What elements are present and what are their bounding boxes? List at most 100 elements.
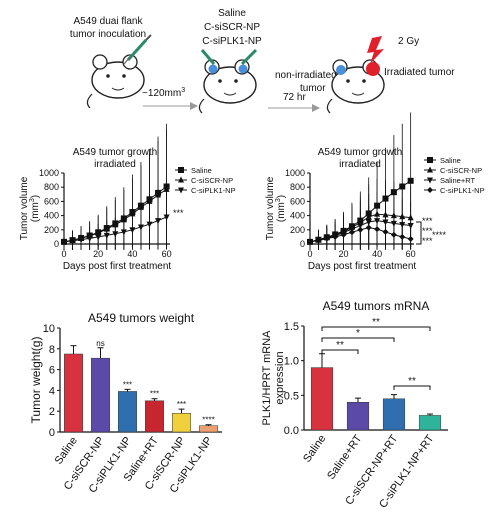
syringe-2-icon (200, 48, 258, 66)
legend-marker (427, 187, 433, 193)
significance-label: ** (408, 376, 416, 387)
significance-label: *** (150, 390, 159, 399)
x-tick-label: 40 (127, 249, 137, 259)
bar (91, 357, 110, 433)
data-point (357, 226, 364, 233)
x-tick-label: 0 (61, 249, 66, 259)
legend-label: Saline (440, 156, 461, 165)
significance-label: *** (177, 400, 186, 409)
data-point (163, 214, 170, 221)
data-point (120, 229, 127, 236)
y-tick-label: 0 (300, 239, 305, 249)
non-irradiated-label-2: tumor (300, 83, 326, 94)
category-label: Saline+RT (325, 433, 365, 482)
non-irradiated-tumor (336, 65, 346, 75)
treatment-label-saline: Saline (218, 8, 246, 19)
legend-label: C-siPLK1-NP (191, 186, 236, 195)
y-tick-label: 800 (44, 182, 59, 192)
data-point (78, 237, 85, 244)
schematic-panel: A549 duai flank tumor inoculation ~120mm… (70, 8, 455, 114)
inoculation-label-2: tumor inoculation (70, 29, 146, 40)
y-tick-label: 1.0 (284, 356, 299, 368)
data-point (146, 221, 153, 228)
arrow-2-head (312, 104, 320, 112)
bar (310, 367, 334, 431)
y-tick-label: 6 (49, 365, 55, 377)
irradiated-label: Irradiated tumor (384, 67, 455, 78)
chart-title: A549 tumors mRNA (323, 299, 430, 313)
significance-label: *** (422, 216, 433, 226)
legend-marker (427, 177, 433, 184)
data-point (407, 223, 414, 230)
bar (382, 398, 406, 431)
significance-label: **** (202, 416, 214, 425)
bar (64, 353, 83, 433)
data-point (390, 231, 397, 238)
significance-label: ** (372, 317, 380, 328)
mouse-3-icon (326, 59, 385, 114)
x-tick-label: 20 (339, 249, 349, 259)
data-point (112, 231, 119, 238)
legend-marker (178, 167, 184, 173)
data-point (407, 236, 414, 243)
x-tick-label: 60 (406, 249, 416, 259)
x-axis-label: Days post first treatment (63, 261, 172, 272)
data-point (137, 224, 144, 231)
significance-bracket (321, 337, 395, 342)
y-tick-label: 8 (49, 344, 55, 356)
data-point (155, 218, 162, 225)
x-tick-label: 60 (162, 249, 172, 259)
y-tick-label: 800 (290, 182, 305, 192)
y-axis-unit-text: (mm (30, 202, 41, 222)
data-point (407, 177, 414, 184)
lightning-icon (367, 36, 384, 64)
y-tick-label: 2 (49, 406, 55, 418)
y-axis-label: Tumor volume (265, 176, 276, 240)
legend-label: Saline (191, 166, 212, 175)
data-point (323, 235, 330, 242)
y-tick-label: 1000 (285, 168, 305, 178)
treatment-label-scr: C-siSCR-NP (204, 22, 260, 33)
data-point (382, 228, 389, 235)
time-label: 72 hr (283, 92, 306, 103)
legend-label: C-siPLK1-NP (440, 186, 485, 195)
bar (118, 391, 137, 433)
significance-bracket (321, 349, 359, 354)
significance-label: *** (173, 208, 184, 218)
bar-chart-mrna: A549 tumors mRNA 0.0 0.5 1.0 1.5 PLK1/HPRT mR… (261, 299, 448, 510)
data-point (95, 234, 102, 241)
y-axis-label: expression (274, 351, 286, 404)
legend-label: Saline+RT (440, 176, 476, 185)
y-axis-unit-text: (mm (276, 202, 287, 222)
chart-title: A549 tumor growth (73, 147, 158, 158)
y-axis-unit-close: ) (30, 195, 41, 198)
y-tick-label: 400 (44, 211, 59, 221)
data-point (69, 238, 76, 245)
data-point (374, 226, 381, 233)
y-tick-label: 1.5 (284, 321, 299, 333)
y-tick-label: 0.0 (284, 425, 299, 437)
chart-title: A549 tumor growth (318, 147, 403, 158)
y-tick-label: 1000 (39, 168, 59, 178)
significance-bracket (416, 221, 422, 245)
irradiated-tumor (366, 62, 380, 76)
data-point (61, 239, 67, 246)
legend-label: C-siSCR-NP (440, 166, 482, 175)
significance-label: ns (96, 339, 104, 348)
data-point (340, 231, 347, 238)
y-tick-label: 600 (44, 196, 59, 206)
significance-label: **** (432, 230, 447, 240)
arrow-1-head (190, 102, 198, 110)
y-tick-label: 600 (290, 196, 305, 206)
dose-label: 2 Gy (398, 36, 419, 47)
chart-title: A549 tumors weight (88, 311, 195, 325)
y-axis-label: Tumor volume (19, 176, 30, 240)
x-tick-label: 20 (93, 249, 103, 259)
category-label: Saline (53, 435, 80, 467)
y-axis-unit-close: ) (276, 195, 287, 198)
y-axis-label: Tumor weight(g) (29, 337, 43, 424)
data-point (399, 233, 406, 240)
